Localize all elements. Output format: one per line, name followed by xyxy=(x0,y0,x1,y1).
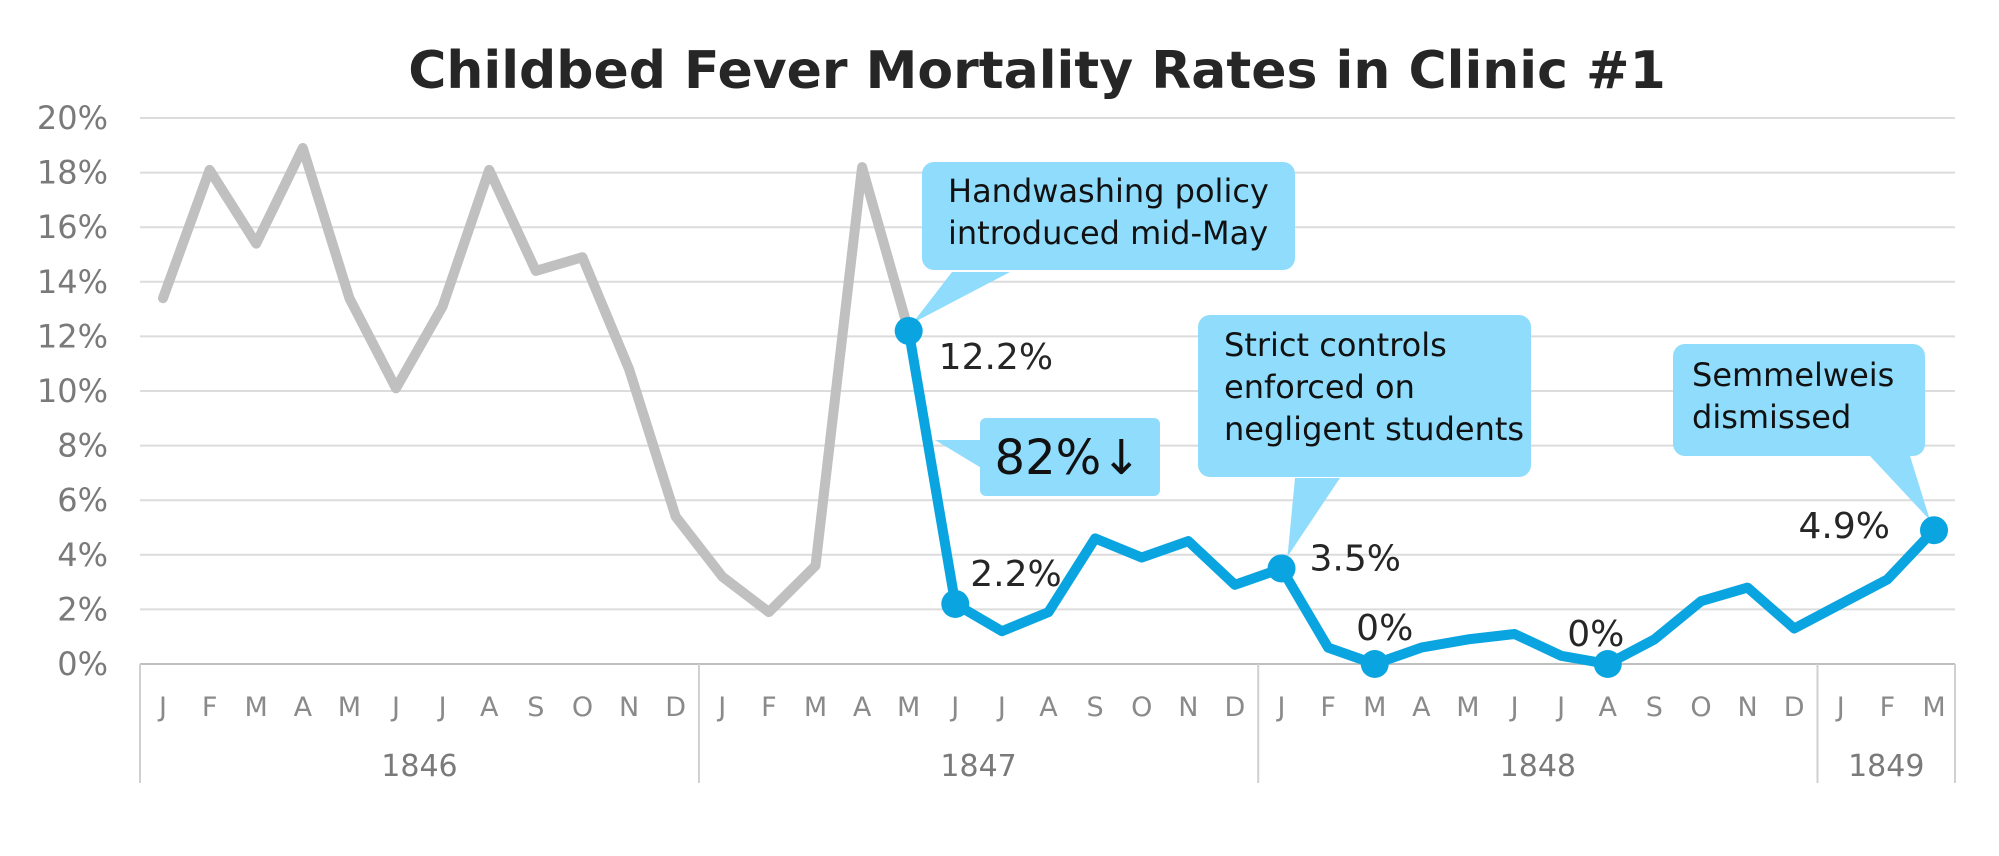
callout-box xyxy=(922,162,1295,270)
x-tick-label: N xyxy=(619,692,639,723)
callout-text: Strict controls xyxy=(1224,326,1447,364)
x-tick-label: A xyxy=(1599,692,1618,723)
callout-pointer xyxy=(1870,456,1930,521)
x-tick-label: F xyxy=(1880,692,1896,723)
x-tick-label: M xyxy=(1363,692,1386,723)
data-point xyxy=(1593,650,1622,678)
x-tick-label: O xyxy=(572,692,593,723)
x-tick-label: A xyxy=(294,692,313,723)
callout-text: dismissed xyxy=(1692,398,1851,436)
y-tick-label: 6% xyxy=(57,481,108,519)
y-tick-label: 4% xyxy=(57,536,108,574)
data-point xyxy=(941,589,970,618)
callout-box xyxy=(1673,344,1925,456)
x-tick-label: M xyxy=(1922,692,1945,723)
callout-text: Semmelweis xyxy=(1692,356,1894,394)
x-tick-label: M xyxy=(338,692,361,723)
callout-text: negligent students xyxy=(1224,410,1524,448)
series-line-before xyxy=(158,143,914,618)
y-tick-label: 16% xyxy=(37,208,108,246)
data-label: 2.2% xyxy=(970,554,1061,595)
data-label: 0% xyxy=(1567,614,1624,655)
x-tick-label: A xyxy=(480,692,499,723)
series-line-after xyxy=(903,325,1939,669)
x-tick-label: M xyxy=(897,692,920,723)
x-tick-label: J xyxy=(1509,692,1519,723)
x-tick-label: M xyxy=(804,692,827,723)
x-tick-label: S xyxy=(1087,692,1104,723)
x-tick-label: J xyxy=(437,692,447,723)
data-label: 0% xyxy=(1356,608,1413,649)
x-tick-label: J xyxy=(716,692,726,723)
y-tick-label: 18% xyxy=(37,154,108,192)
x-tick-label: A xyxy=(853,692,872,723)
callout-pointer xyxy=(912,272,1010,323)
x-tick-label: M xyxy=(245,692,268,723)
drop-label: 82%↓ xyxy=(995,430,1142,486)
y-tick-label: 10% xyxy=(37,372,108,410)
y-tick-label: 12% xyxy=(37,317,108,355)
x-tick-label: J xyxy=(1276,692,1286,723)
x-tick-label: F xyxy=(1320,692,1336,723)
x-tick-label: N xyxy=(1178,692,1198,723)
data-point xyxy=(1360,650,1389,678)
y-tick-label: 0% xyxy=(57,645,108,683)
x-tick-label: A xyxy=(1412,692,1431,723)
x-tick-label: A xyxy=(1039,692,1058,723)
x-tick-label: J xyxy=(996,692,1006,723)
callout-pointer xyxy=(1287,478,1340,557)
x-tick-label: S xyxy=(527,692,544,723)
callout-text: enforced on xyxy=(1224,368,1415,406)
x-tick-label: M xyxy=(1456,692,1479,723)
x-tick-label: D xyxy=(1225,692,1246,723)
y-axis: 0% 2% 4% 6% 8% 10% 12% 14% 16% 18% 20% xyxy=(37,99,108,683)
callout-text: Handwashing policy xyxy=(948,172,1269,210)
callout-text: introduced mid-May xyxy=(948,214,1268,252)
x-tick-label: J xyxy=(390,692,400,723)
x-tick-label: D xyxy=(665,692,686,723)
x-tick-label: D xyxy=(1784,692,1805,723)
x-tick-label: J xyxy=(1835,692,1845,723)
data-point xyxy=(894,316,923,345)
x-tick-label: J xyxy=(949,692,959,723)
y-tick-label: 2% xyxy=(57,590,108,628)
x-tick-label: S xyxy=(1646,692,1663,723)
callouts: Handwashing policy introduced mid-May Stri… xyxy=(912,162,1930,557)
year-label: 1847 xyxy=(940,749,1016,784)
y-tick-label: 14% xyxy=(37,263,108,301)
y-tick-label: 20% xyxy=(37,99,108,137)
drop-label-box xyxy=(980,418,1160,496)
markers xyxy=(894,316,1948,678)
chart-title: Childbed Fever Mortality Rates in Clinic… xyxy=(408,41,1666,101)
x-tick-label: F xyxy=(761,692,777,723)
data-labels: 12.2% 2.2% 3.5% 0% 0% 4.9% xyxy=(939,337,1890,655)
drop-pointer xyxy=(935,440,988,472)
data-point xyxy=(1267,554,1296,583)
x-tick-label: J xyxy=(157,692,167,723)
series xyxy=(158,143,1939,669)
data-label: 3.5% xyxy=(1310,538,1401,579)
x-tick-label: J xyxy=(1555,692,1565,723)
y-tick-label: 8% xyxy=(57,427,108,465)
year-label: 1848 xyxy=(1500,749,1576,784)
data-label: 4.9% xyxy=(1799,506,1890,547)
x-tick-label: F xyxy=(202,692,218,723)
year-label: 1849 xyxy=(1848,749,1924,784)
x-tick-label: O xyxy=(1690,692,1711,723)
x-tick-label: O xyxy=(1131,692,1152,723)
x-axis: J F M A M J J A S O N D J F M A M J J A S O N D J F M A M J J A S O N D J F M1… xyxy=(139,664,1956,784)
callout-box xyxy=(1198,315,1531,477)
x-tick-label: N xyxy=(1737,692,1757,723)
data-label: 12.2% xyxy=(939,337,1053,378)
year-label: 1846 xyxy=(381,749,457,784)
data-point xyxy=(1920,516,1948,545)
